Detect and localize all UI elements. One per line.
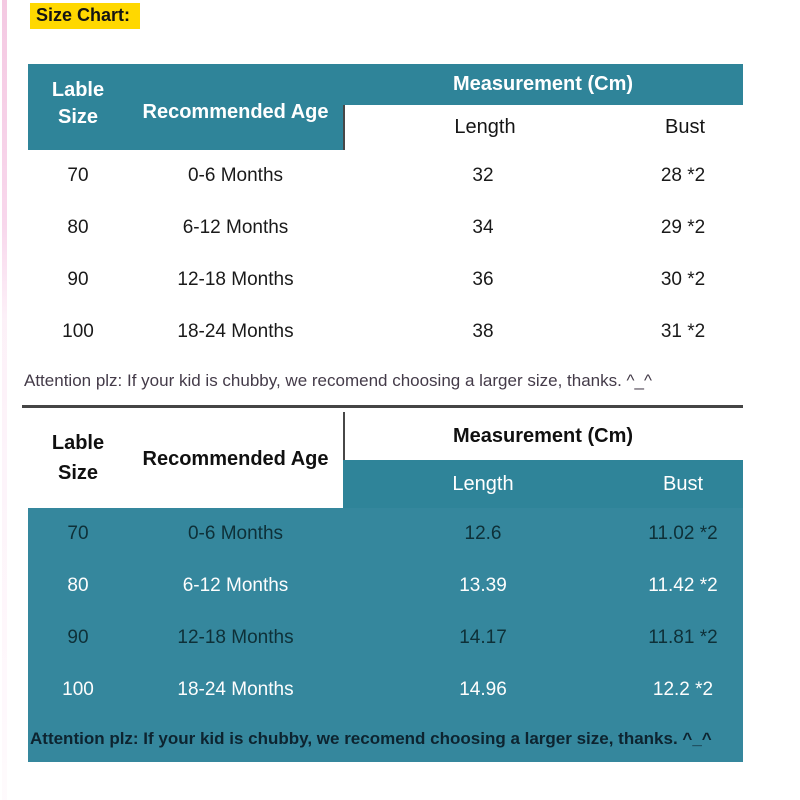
table-row: 90 12-18 Months 14.17 11.81 *2 bbox=[28, 612, 743, 664]
cell-age: 12-18 Months bbox=[177, 627, 294, 648]
cell-length: 14.96 bbox=[459, 679, 507, 700]
size-table-cm: Lable Size Recommended Age Measurement (… bbox=[28, 64, 743, 360]
cell-age: 6-12 Months bbox=[182, 575, 289, 596]
header-recommended-age: Recommended Age bbox=[142, 447, 329, 470]
cell-length: 38 bbox=[472, 321, 494, 342]
left-header-block bbox=[28, 64, 343, 150]
table-row: 80 6-12 Months 34 29 *2 bbox=[28, 202, 743, 254]
cell-length: 34 bbox=[472, 217, 494, 238]
table-row: 90 12-18 Months 36 30 *2 bbox=[28, 254, 743, 306]
cell-label-size: 80 bbox=[67, 217, 89, 238]
cell-label-size: 90 bbox=[67, 627, 89, 648]
cell-age: 6-12 Months bbox=[182, 217, 289, 238]
header-sub-columns: Length Bust bbox=[343, 460, 743, 508]
cell-label-size: 100 bbox=[62, 679, 94, 700]
header-sub-columns: Length Bust bbox=[343, 105, 743, 150]
cell-bust: 29 *2 bbox=[660, 217, 706, 238]
cell-bust: 12.2 *2 bbox=[652, 679, 714, 700]
table-inch-body: 70 0-6 Months 12.6 11.02 *2 80 6-12 Mont… bbox=[28, 508, 743, 762]
table-row: 70 0-6 Months 12.6 11.02 *2 bbox=[28, 508, 743, 560]
header-measurement: Measurement (Cm) bbox=[452, 73, 634, 95]
cell-age: 18-24 Months bbox=[177, 679, 294, 700]
left-pink-strip bbox=[2, 0, 7, 800]
cell-age: 12-18 Months bbox=[177, 269, 294, 290]
header-label-size: Lable Size bbox=[28, 428, 128, 488]
header-divider bbox=[343, 412, 345, 460]
cell-bust: 11.42 *2 bbox=[648, 575, 718, 596]
header-label-size: Lable Size bbox=[28, 77, 128, 131]
cell-bust: 30 *2 bbox=[660, 269, 706, 290]
cell-label-size: 90 bbox=[67, 269, 89, 290]
header-bust: Bust bbox=[664, 116, 706, 138]
cell-age: 0-6 Months bbox=[187, 165, 284, 186]
header-bust: Bust bbox=[662, 472, 704, 495]
cell-age: 18-24 Months bbox=[177, 321, 294, 342]
divider-line bbox=[22, 405, 743, 408]
cell-label-size: 80 bbox=[67, 575, 89, 596]
cell-label-size: 70 bbox=[67, 523, 89, 544]
table-cm-header: Lable Size Recommended Age Measurement (… bbox=[28, 64, 743, 150]
cell-length: 14.17 bbox=[459, 627, 507, 648]
cell-label-size: 70 bbox=[67, 165, 89, 186]
cell-age: 0-6 Months bbox=[187, 523, 284, 544]
header-measurement: Measurement (Cm) bbox=[452, 425, 634, 447]
cell-bust: 31 *2 bbox=[660, 321, 706, 342]
cell-length: 13.39 bbox=[459, 575, 507, 596]
attention-note-cm: Attention plz: If your kid is chubby, we… bbox=[24, 371, 652, 390]
header-label-size-line2: Size bbox=[57, 462, 99, 484]
size-table-inch: Lable Size Recommended Age Measurement (… bbox=[28, 410, 743, 762]
header-length: Length bbox=[454, 116, 516, 138]
cell-bust: 11.81 *2 bbox=[648, 627, 718, 648]
header-label-size-line1: Lable bbox=[51, 79, 105, 101]
table-row: 70 0-6 Months 32 28 *2 bbox=[28, 150, 743, 202]
header-length: Length bbox=[452, 472, 514, 495]
cell-length: 36 bbox=[472, 269, 494, 290]
cell-bust: 11.02 *2 bbox=[648, 523, 718, 544]
table-row: 80 6-12 Months 13.39 11.42 *2 bbox=[28, 560, 743, 612]
table-cm-body: 70 0-6 Months 32 28 *2 80 6-12 Months 34… bbox=[28, 150, 743, 358]
cell-length: 12.6 bbox=[464, 523, 502, 544]
cell-length: 32 bbox=[472, 165, 494, 186]
header-label-size-line2: Size bbox=[57, 106, 99, 128]
attention-note-inch: Attention plz: If your kid is chubby, we… bbox=[30, 729, 712, 748]
header-label-size-line1: Lable bbox=[51, 432, 105, 454]
header-recommended-age: Recommended Age bbox=[142, 100, 329, 123]
page-title: Size Chart: bbox=[30, 3, 141, 29]
cell-label-size: 100 bbox=[62, 321, 94, 342]
cell-bust: 28 *2 bbox=[660, 165, 706, 186]
table-row: 100 18-24 Months 38 31 *2 bbox=[28, 306, 743, 358]
table-row: 100 18-24 Months 14.96 12.2 *2 bbox=[28, 664, 743, 716]
